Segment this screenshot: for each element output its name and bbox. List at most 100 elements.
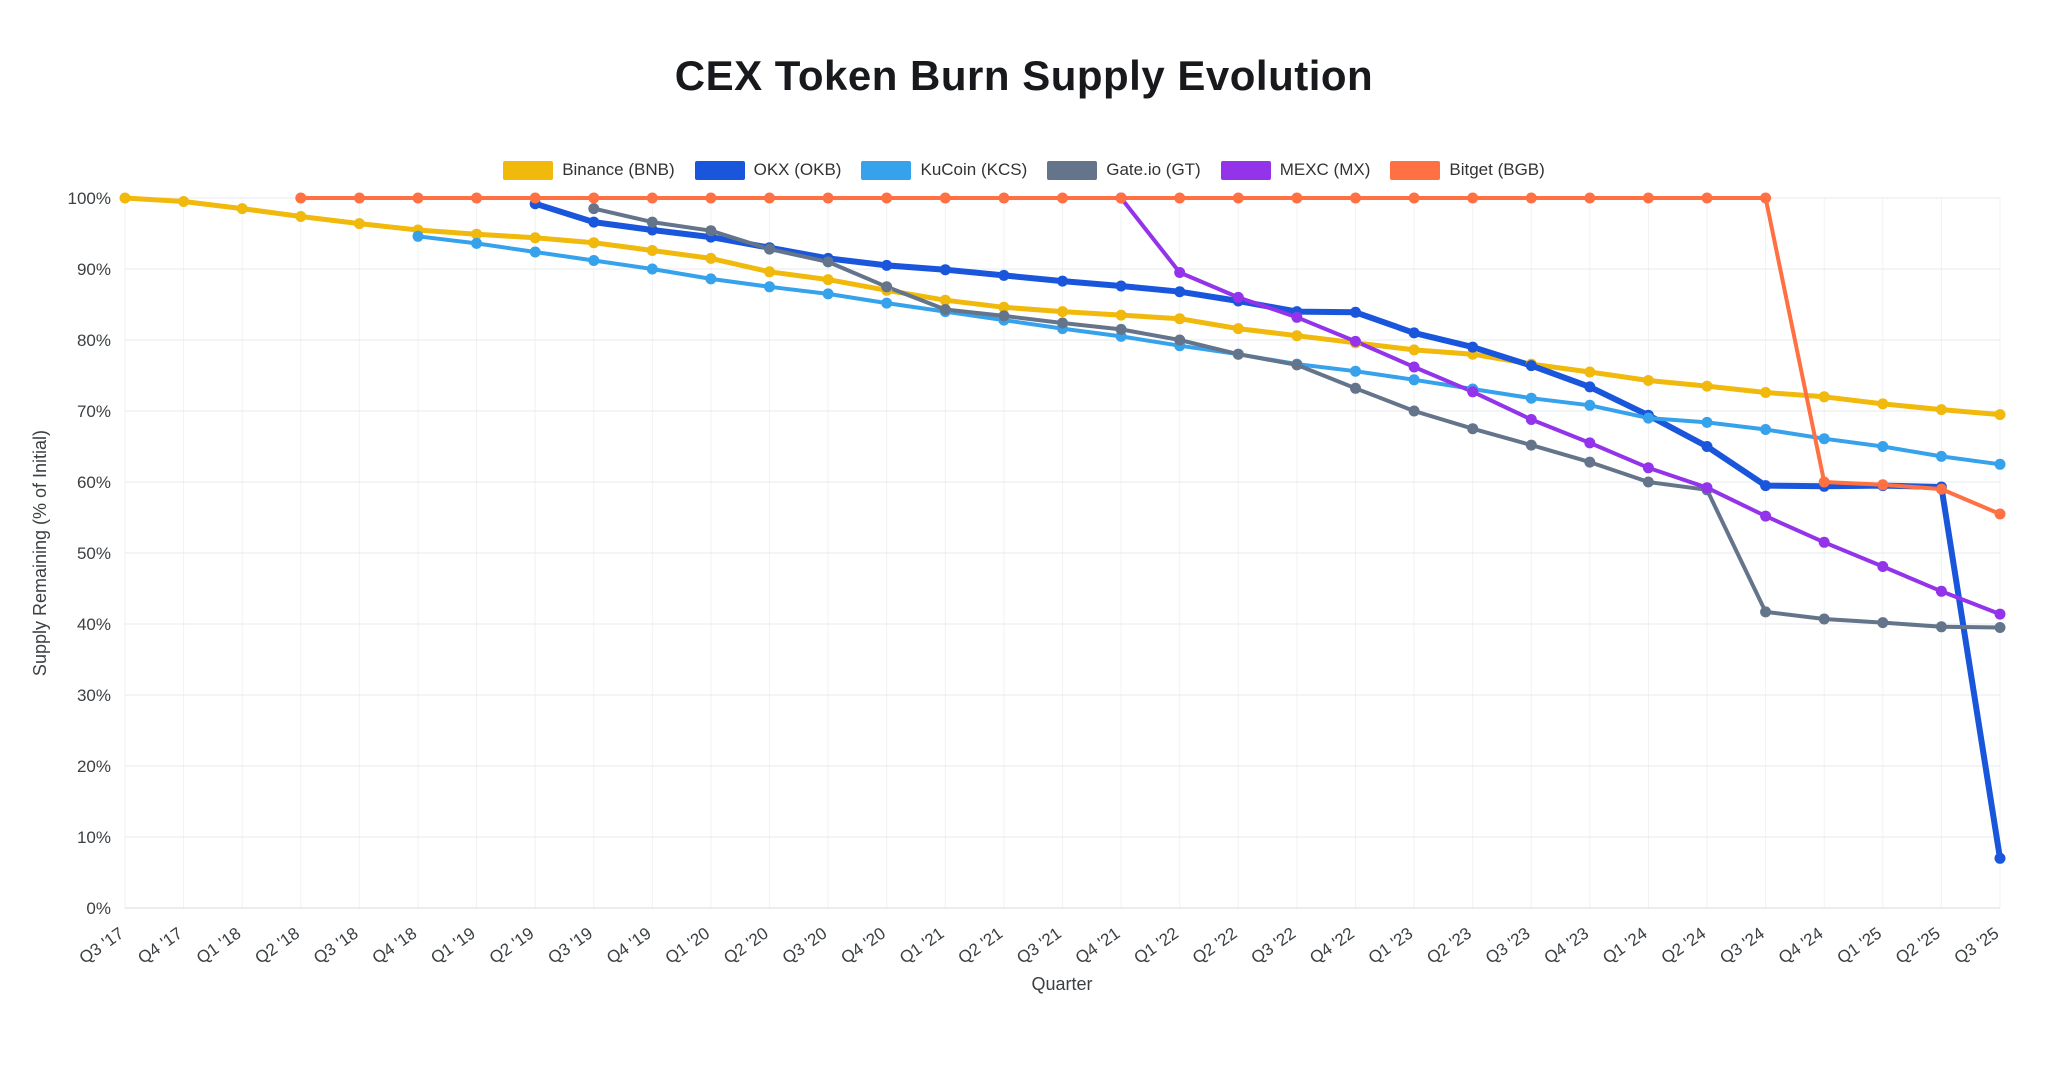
kucoin-kcs-point[interactable] bbox=[1584, 399, 1596, 411]
bitget-bgb-point[interactable] bbox=[1467, 192, 1479, 204]
kucoin-kcs-point[interactable] bbox=[588, 255, 600, 266]
bitget-bgb-point[interactable] bbox=[1584, 192, 1596, 204]
kucoin-kcs-point[interactable] bbox=[1701, 416, 1713, 428]
mexc-mx-point[interactable] bbox=[1467, 386, 1479, 398]
mexc-mx-point[interactable] bbox=[1232, 291, 1244, 303]
binance-bnb-point[interactable] bbox=[529, 232, 541, 244]
okx-okb-point[interactable] bbox=[1467, 341, 1479, 353]
gate-io-gt-point[interactable] bbox=[998, 310, 1010, 322]
bitget-bgb-point[interactable] bbox=[1525, 192, 1537, 204]
binance-bnb-point[interactable] bbox=[588, 237, 600, 249]
bitget-bgb-point[interactable] bbox=[939, 192, 951, 204]
okx-okb-point[interactable] bbox=[1994, 852, 2006, 864]
mexc-mx-point[interactable] bbox=[1818, 536, 1830, 548]
binance-bnb-point[interactable] bbox=[236, 203, 248, 215]
bitget-bgb-point[interactable] bbox=[646, 192, 658, 204]
bitget-bgb-point[interactable] bbox=[1350, 192, 1361, 204]
gate-io-gt-point[interactable] bbox=[1760, 606, 1772, 618]
bitget-bgb-point[interactable] bbox=[588, 192, 600, 204]
okx-okb-point[interactable] bbox=[1057, 275, 1068, 287]
gate-io-gt-point[interactable] bbox=[1584, 456, 1596, 468]
legend-item-binance-bnb[interactable]: Binance (BNB) bbox=[503, 160, 675, 180]
kucoin-kcs-point[interactable] bbox=[412, 230, 424, 242]
gate-io-gt-point[interactable] bbox=[646, 216, 658, 228]
gate-io-gt-point[interactable] bbox=[1291, 359, 1303, 371]
gate-io-gt-point[interactable] bbox=[1525, 439, 1537, 451]
bitget-bgb-point[interactable] bbox=[412, 192, 424, 204]
kucoin-kcs-point[interactable] bbox=[881, 297, 893, 309]
mexc-mx-point[interactable] bbox=[1935, 585, 1947, 597]
binance-bnb-point[interactable] bbox=[1057, 306, 1068, 318]
bitget-bgb-point[interactable] bbox=[1115, 192, 1127, 204]
kucoin-kcs-point[interactable] bbox=[646, 263, 658, 275]
kucoin-kcs-point[interactable] bbox=[1877, 441, 1889, 452]
bitget-bgb-point[interactable] bbox=[295, 192, 307, 204]
gate-io-gt-point[interactable] bbox=[705, 225, 717, 237]
kucoin-kcs-point[interactable] bbox=[1642, 412, 1654, 424]
binance-bnb-point[interactable] bbox=[822, 274, 834, 286]
gate-io-gt-point[interactable] bbox=[939, 304, 951, 315]
binance-bnb-point[interactable] bbox=[119, 192, 131, 204]
mexc-mx-point[interactable] bbox=[1877, 561, 1889, 572]
bitget-bgb-point[interactable] bbox=[1701, 192, 1713, 204]
mexc-mx-point[interactable] bbox=[1584, 437, 1596, 449]
bitget-bgb-point[interactable] bbox=[1642, 192, 1654, 204]
mexc-mx-point[interactable] bbox=[1760, 510, 1772, 522]
bitget-bgb-point[interactable] bbox=[881, 192, 893, 204]
binance-bnb-point[interactable] bbox=[1408, 344, 1420, 356]
kucoin-kcs-point[interactable] bbox=[822, 288, 834, 300]
gate-io-gt-point[interactable] bbox=[1467, 423, 1479, 435]
legend-item-mexc-mx[interactable]: MEXC (MX) bbox=[1220, 160, 1370, 180]
bitget-bgb-point[interactable] bbox=[529, 192, 541, 204]
bitget-bgb-point[interactable] bbox=[705, 192, 717, 204]
kucoin-kcs-point[interactable] bbox=[1408, 374, 1420, 386]
bitget-bgb-point[interactable] bbox=[998, 192, 1010, 204]
legend-item-gate-io-gt[interactable]: Gate.io (GT) bbox=[1047, 160, 1201, 180]
bitget-bgb-point[interactable] bbox=[764, 192, 775, 204]
legend-item-bitget-bgb[interactable]: Bitget (BGB) bbox=[1390, 160, 1545, 180]
binance-bnb-point[interactable] bbox=[1760, 387, 1772, 398]
bitget-bgb-point[interactable] bbox=[1994, 508, 2006, 520]
okx-okb-point[interactable] bbox=[881, 259, 893, 271]
bitget-bgb-point[interactable] bbox=[1057, 192, 1068, 204]
gate-io-gt-point[interactable] bbox=[881, 281, 893, 293]
bitget-bgb-point[interactable] bbox=[1760, 192, 1772, 204]
okx-okb-point[interactable] bbox=[939, 264, 951, 276]
mexc-mx-point[interactable] bbox=[1350, 335, 1361, 347]
gate-io-gt-point[interactable] bbox=[1642, 476, 1654, 488]
binance-bnb-point[interactable] bbox=[1701, 380, 1713, 392]
gate-io-gt-point[interactable] bbox=[1818, 613, 1830, 625]
binance-bnb-point[interactable] bbox=[295, 211, 307, 222]
bitget-bgb-point[interactable] bbox=[471, 192, 483, 204]
gate-io-gt-point[interactable] bbox=[764, 243, 775, 255]
bitget-bgb-point[interactable] bbox=[353, 192, 365, 204]
kucoin-kcs-point[interactable] bbox=[1818, 433, 1830, 445]
okx-okb-point[interactable] bbox=[1701, 441, 1713, 452]
bitget-bgb-point[interactable] bbox=[1877, 479, 1889, 491]
binance-bnb-point[interactable] bbox=[471, 228, 483, 240]
okx-okb-point[interactable] bbox=[998, 269, 1010, 281]
okx-okb-point[interactable] bbox=[646, 224, 658, 236]
gate-io-gt-point[interactable] bbox=[1174, 334, 1186, 346]
binance-bnb-point[interactable] bbox=[1232, 323, 1244, 335]
binance-bnb-point[interactable] bbox=[1994, 409, 2006, 421]
binance-bnb-point[interactable] bbox=[1877, 398, 1889, 410]
gate-io-gt-point[interactable] bbox=[1994, 622, 2006, 633]
binance-bnb-point[interactable] bbox=[1291, 330, 1303, 342]
mexc-mx-point[interactable] bbox=[1525, 414, 1537, 425]
gate-io-gt-point[interactable] bbox=[1115, 323, 1127, 335]
bitget-bgb-point[interactable] bbox=[822, 192, 834, 204]
gate-io-gt-point[interactable] bbox=[822, 256, 834, 268]
kucoin-kcs-point[interactable] bbox=[705, 273, 717, 285]
okx-okb-point[interactable] bbox=[1408, 327, 1420, 339]
legend-item-kucoin-kcs[interactable]: KuCoin (KCS) bbox=[861, 160, 1027, 180]
binance-bnb-point[interactable] bbox=[1584, 366, 1596, 378]
binance-bnb-point[interactable] bbox=[178, 196, 190, 207]
okx-okb-point[interactable] bbox=[1115, 280, 1127, 292]
okx-okb-point[interactable] bbox=[1584, 381, 1596, 393]
gate-io-gt-point[interactable] bbox=[1350, 382, 1361, 394]
gate-io-gt-point[interactable] bbox=[1877, 617, 1889, 629]
mexc-mx-point[interactable] bbox=[1642, 462, 1654, 474]
kucoin-kcs-point[interactable] bbox=[1760, 424, 1772, 435]
okx-okb-point[interactable] bbox=[1350, 306, 1361, 318]
